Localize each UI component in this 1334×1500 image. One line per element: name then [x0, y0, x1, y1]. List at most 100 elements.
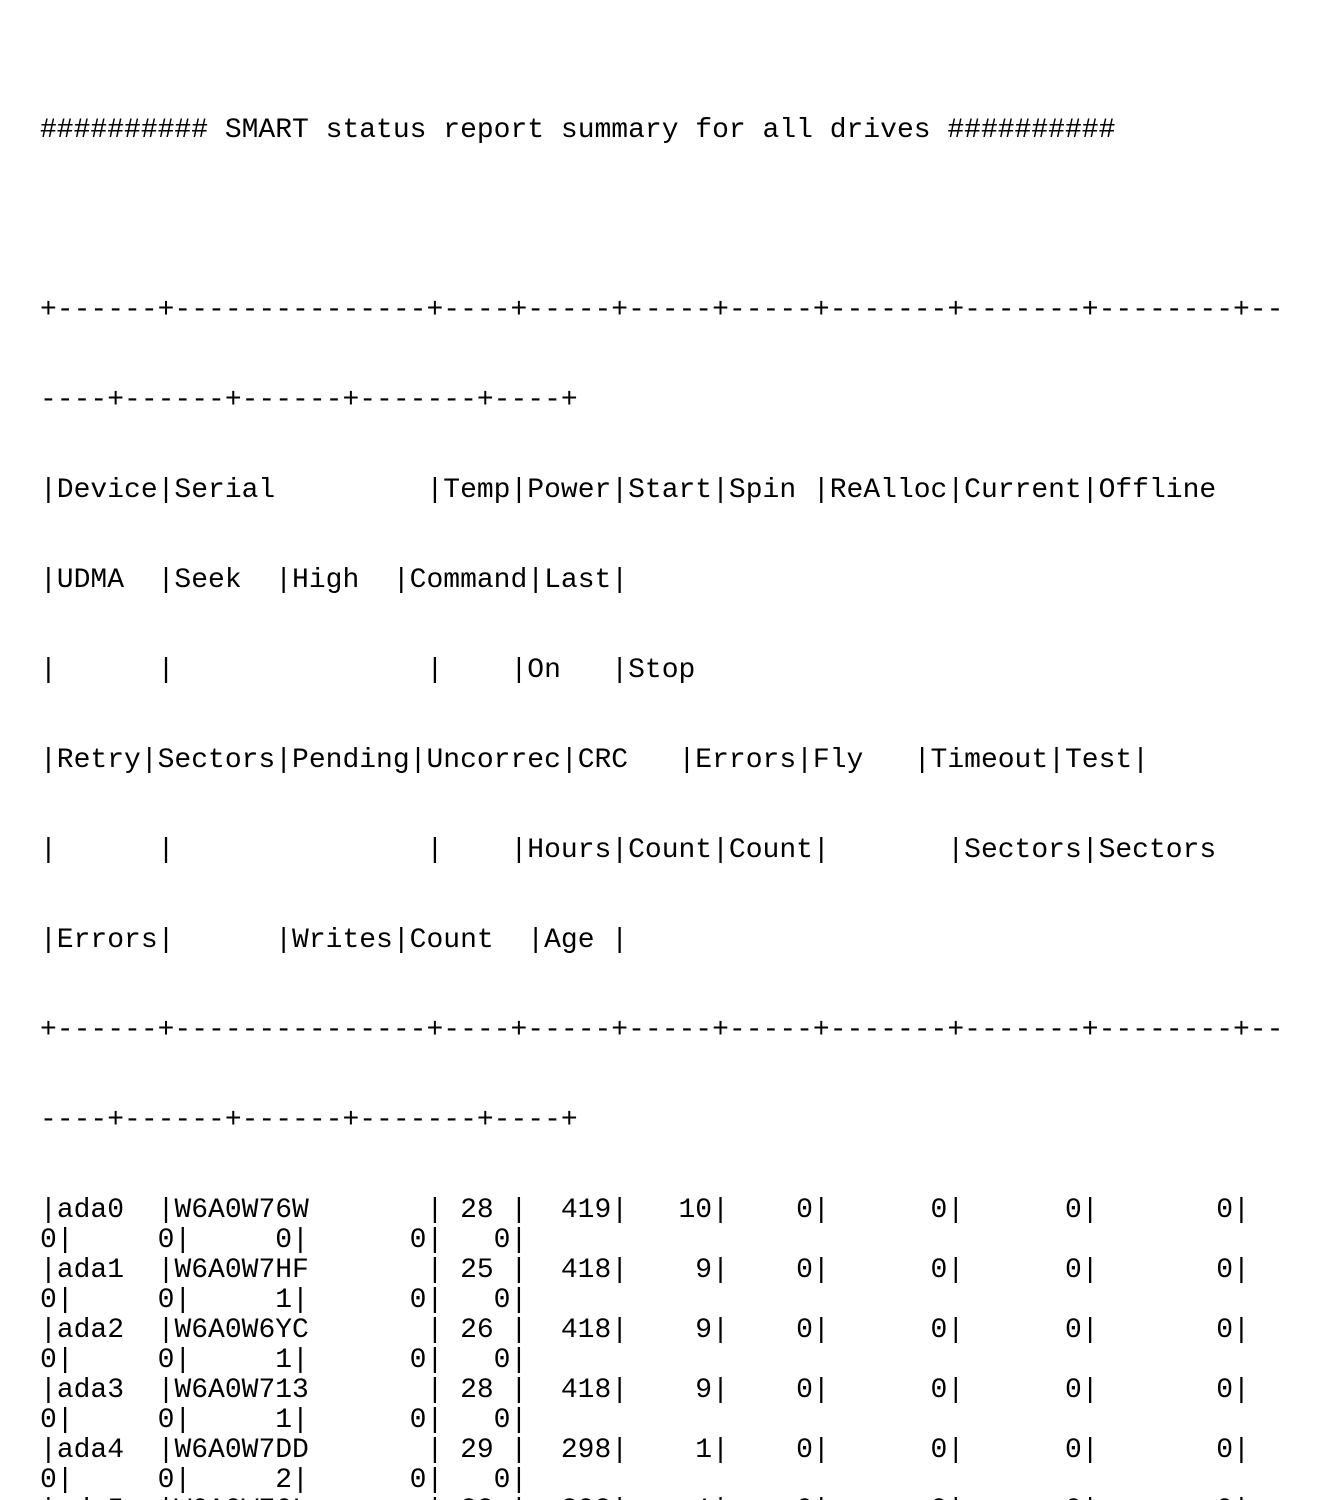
table-border-top: +------+---------------+----+-----+-----… [40, 295, 1284, 326]
last-test-age-cell: 0 [493, 1405, 511, 1436]
high-fly-writes-cell: 1 [275, 1285, 293, 1316]
serial-cell: W6A0W6YC [174, 1315, 309, 1346]
table-header-line: |Errors| |Writes|Count |Age | [40, 925, 629, 956]
offline-uncorrectable-cell: 0 [1216, 1195, 1233, 1226]
last-test-age-cell: 0 [493, 1285, 511, 1316]
table-header-line: |Device|Serial |Temp|Power|Start|Spin |R… [40, 475, 1217, 506]
seek-errors-cell: 0 [157, 1465, 175, 1496]
spin-retry-cell: 0 [729, 1496, 813, 1500]
offline-uncorrectable-cell: 0 [1216, 1435, 1233, 1466]
table-row: |ada4 |W6A0W7DD | 29 | 298| 1| 0| 0| 0| 0| [40, 1435, 1250, 1466]
device-cell: ada0 [56, 1195, 125, 1226]
power-on-hours-cell: 298 [560, 1435, 612, 1466]
udma-crc-cell: 0 [40, 1225, 57, 1256]
device-cell: ada5 [57, 1496, 158, 1500]
current-pending-cell: 0 [1064, 1435, 1082, 1466]
table-header-line: |UDMA |Seek |High |Command|Last| [40, 565, 629, 596]
last-test-age-cell: 0 [493, 1345, 511, 1376]
device-cell: ada3 [56, 1375, 125, 1406]
seek-errors-cell: 0 [157, 1225, 175, 1256]
spin-retry-cell: 0 [796, 1375, 813, 1406]
offline-uncorrectable-cell: 0 [1099, 1496, 1233, 1500]
report-title: ########## SMART status report summary f… [40, 115, 1116, 146]
command-timeout-cell: 0 [409, 1465, 427, 1496]
temp-cell: 28 [460, 1195, 494, 1226]
serial-cell: W6A0W7DD [174, 1435, 309, 1466]
command-timeout-cell: 0 [409, 1405, 427, 1436]
high-fly-writes-cell: 1 [275, 1405, 293, 1436]
udma-crc-cell: 0 [40, 1405, 57, 1436]
realloc-cell: 0 [830, 1496, 948, 1500]
spin-retry-cell: 0 [796, 1315, 813, 1346]
power-on-hours-cell: 418 [560, 1255, 612, 1286]
table-row: |ada5|W6A0W76L|28|298|1|0|0|0|0| [40, 1496, 1283, 1500]
smart-report: ########## SMART status report summary f… [40, 56, 1283, 1500]
table-row-wrap: 0| 0| 2| 0| 0| [40, 1465, 528, 1496]
command-timeout-cell: 0 [409, 1225, 427, 1256]
spin-retry-cell: 0 [796, 1255, 813, 1286]
serial-cell: W6A0W76W [174, 1195, 309, 1226]
table-body: |ada0 |W6A0W76W | 28 | 419| 10| 0| 0| 0| 0| 0| 0| 0| 0… [40, 1196, 1283, 1500]
table-header-line: | | | |On |Stop [40, 655, 696, 686]
realloc-cell: 0 [930, 1195, 948, 1226]
udma-crc-cell: 0 [40, 1345, 57, 1376]
table-border-mid-wrap: ----+------+------+-------+----+ [40, 1105, 578, 1136]
udma-crc-cell: 0 [40, 1465, 57, 1496]
device-cell: ada1 [56, 1255, 125, 1286]
command-timeout-cell: 0 [409, 1345, 427, 1376]
start-stop-cell: 1 [695, 1435, 713, 1466]
table-border-top-wrap: ----+------+------+-------+----+ [40, 385, 578, 416]
table-row-wrap: 0| 0| 1| 0| 0| [40, 1345, 528, 1376]
temp-cell: 26 [460, 1315, 494, 1346]
blank-line [40, 206, 1283, 236]
realloc-cell: 0 [930, 1255, 948, 1286]
table-row: |ada3 |W6A0W713 | 28 | 418| 9| 0| 0| 0| 0| [40, 1375, 1250, 1406]
table-row-wrap: 0| 0| 1| 0| 0| [40, 1285, 528, 1316]
udma-crc-cell: 0 [40, 1285, 57, 1316]
spin-retry-cell: 0 [796, 1435, 813, 1466]
current-pending-cell: 0 [964, 1496, 1082, 1500]
offline-uncorrectable-cell: 0 [1216, 1255, 1233, 1286]
serial-cell: W6A0W713 [174, 1375, 309, 1406]
device-cell: ada2 [56, 1315, 125, 1346]
last-test-age-cell: 0 [493, 1465, 511, 1496]
high-fly-writes-cell: 2 [275, 1465, 293, 1496]
device-cell: ada4 [56, 1435, 125, 1466]
offline-uncorrectable-cell: 0 [1216, 1375, 1233, 1406]
current-pending-cell: 0 [1064, 1195, 1082, 1226]
start-stop-cell: 9 [695, 1315, 713, 1346]
temp-cell: 29 [460, 1435, 494, 1466]
high-fly-writes-cell: 1 [275, 1345, 293, 1376]
realloc-cell: 0 [930, 1435, 948, 1466]
start-stop-cell: 9 [695, 1255, 713, 1286]
temp-cell: 25 [460, 1255, 494, 1286]
power-on-hours-cell: 419 [560, 1195, 612, 1226]
realloc-cell: 0 [930, 1315, 948, 1346]
power-on-hours-cell: 418 [560, 1375, 612, 1406]
seek-errors-cell: 0 [157, 1285, 175, 1316]
command-timeout-cell: 0 [409, 1285, 427, 1316]
last-test-age-cell: 0 [493, 1225, 511, 1256]
realloc-cell: 0 [930, 1375, 948, 1406]
table-header-line: | | | |Hours|Count|Count| |Sectors|Secto… [40, 835, 1217, 866]
current-pending-cell: 0 [1064, 1375, 1082, 1406]
start-stop-cell: 1 [628, 1496, 712, 1500]
power-on-hours-cell: 418 [560, 1315, 612, 1346]
spin-retry-cell: 0 [796, 1195, 813, 1226]
current-pending-cell: 0 [1064, 1255, 1082, 1286]
table-row-wrap: 0| 0| 1| 0| 0| [40, 1405, 528, 1436]
power-on-hours-cell: 298 [527, 1496, 611, 1500]
serial-cell: W6A0W76L [174, 1496, 426, 1500]
table-row: |ada0 |W6A0W76W | 28 | 419| 10| 0| 0| 0| 0| [40, 1195, 1250, 1226]
table-row-wrap: 0| 0| 0| 0| 0| [40, 1225, 528, 1256]
temp-cell: 28 [460, 1375, 494, 1406]
seek-errors-cell: 0 [157, 1345, 175, 1376]
table-border-mid: +------+---------------+----+-----+-----… [40, 1015, 1284, 1046]
temp-cell: 28 [443, 1496, 510, 1500]
start-stop-cell: 9 [695, 1375, 713, 1406]
table-header-line: |Retry|Sectors|Pending|Uncorrec|CRC |Err… [40, 745, 1149, 776]
table-row: |ada1 |W6A0W7HF | 25 | 418| 9| 0| 0| 0| 0| [40, 1255, 1250, 1286]
high-fly-writes-cell: 0 [275, 1225, 293, 1256]
offline-uncorrectable-cell: 0 [1216, 1315, 1233, 1346]
start-stop-cell: 10 [678, 1195, 713, 1226]
